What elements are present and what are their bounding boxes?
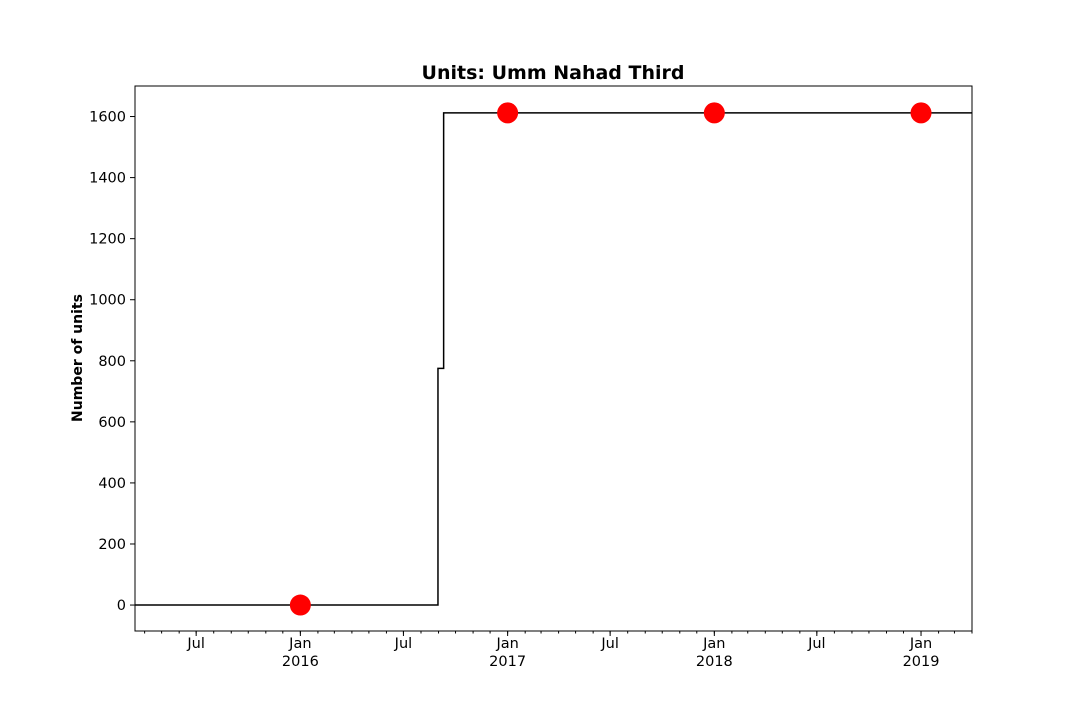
x-tick-label: Jan — [495, 636, 518, 652]
y-tick-label: 800 — [98, 354, 126, 370]
plot-area: 0 200 400 600 800 1000 1200 1400 1600 Jul Jan 2016 J… — [89, 102, 973, 670]
x-tick-label: Jan — [702, 636, 725, 652]
data-point-marker — [497, 102, 519, 124]
x-tick-label: Jul — [186, 636, 205, 652]
y-tick-label: 600 — [98, 415, 126, 431]
x-tick-label: Jan — [288, 636, 311, 652]
x-tick-label: Jan — [909, 636, 932, 652]
x-tick-label: Jul — [807, 636, 826, 652]
y-tick-label: 1400 — [89, 171, 126, 187]
y-tick-label: 0 — [117, 598, 126, 614]
y-tick-label: 1000 — [89, 293, 126, 309]
x-tick-year-label: 2017 — [489, 654, 526, 670]
plot-frame — [134, 85, 973, 632]
x-tick-year-label: 2016 — [282, 654, 319, 670]
y-tick-label: 1600 — [89, 110, 126, 126]
y-tick-label: 1200 — [89, 232, 126, 248]
y-tick-label: 400 — [98, 476, 126, 492]
units-step-line — [135, 112, 972, 606]
y-axis-label: Number of units — [70, 294, 86, 422]
data-point-marker — [910, 102, 932, 124]
data-point-marker — [289, 594, 311, 616]
chart-title: Units: Umm Nahad Third — [422, 62, 685, 84]
x-tick-year-label: 2019 — [903, 654, 940, 670]
x-tick-label: Jul — [600, 636, 619, 652]
x-tick-year-label: 2018 — [696, 654, 733, 670]
x-tick-label: Jul — [394, 636, 413, 652]
y-tick-label: 200 — [98, 537, 126, 553]
data-point-marker — [703, 102, 725, 124]
